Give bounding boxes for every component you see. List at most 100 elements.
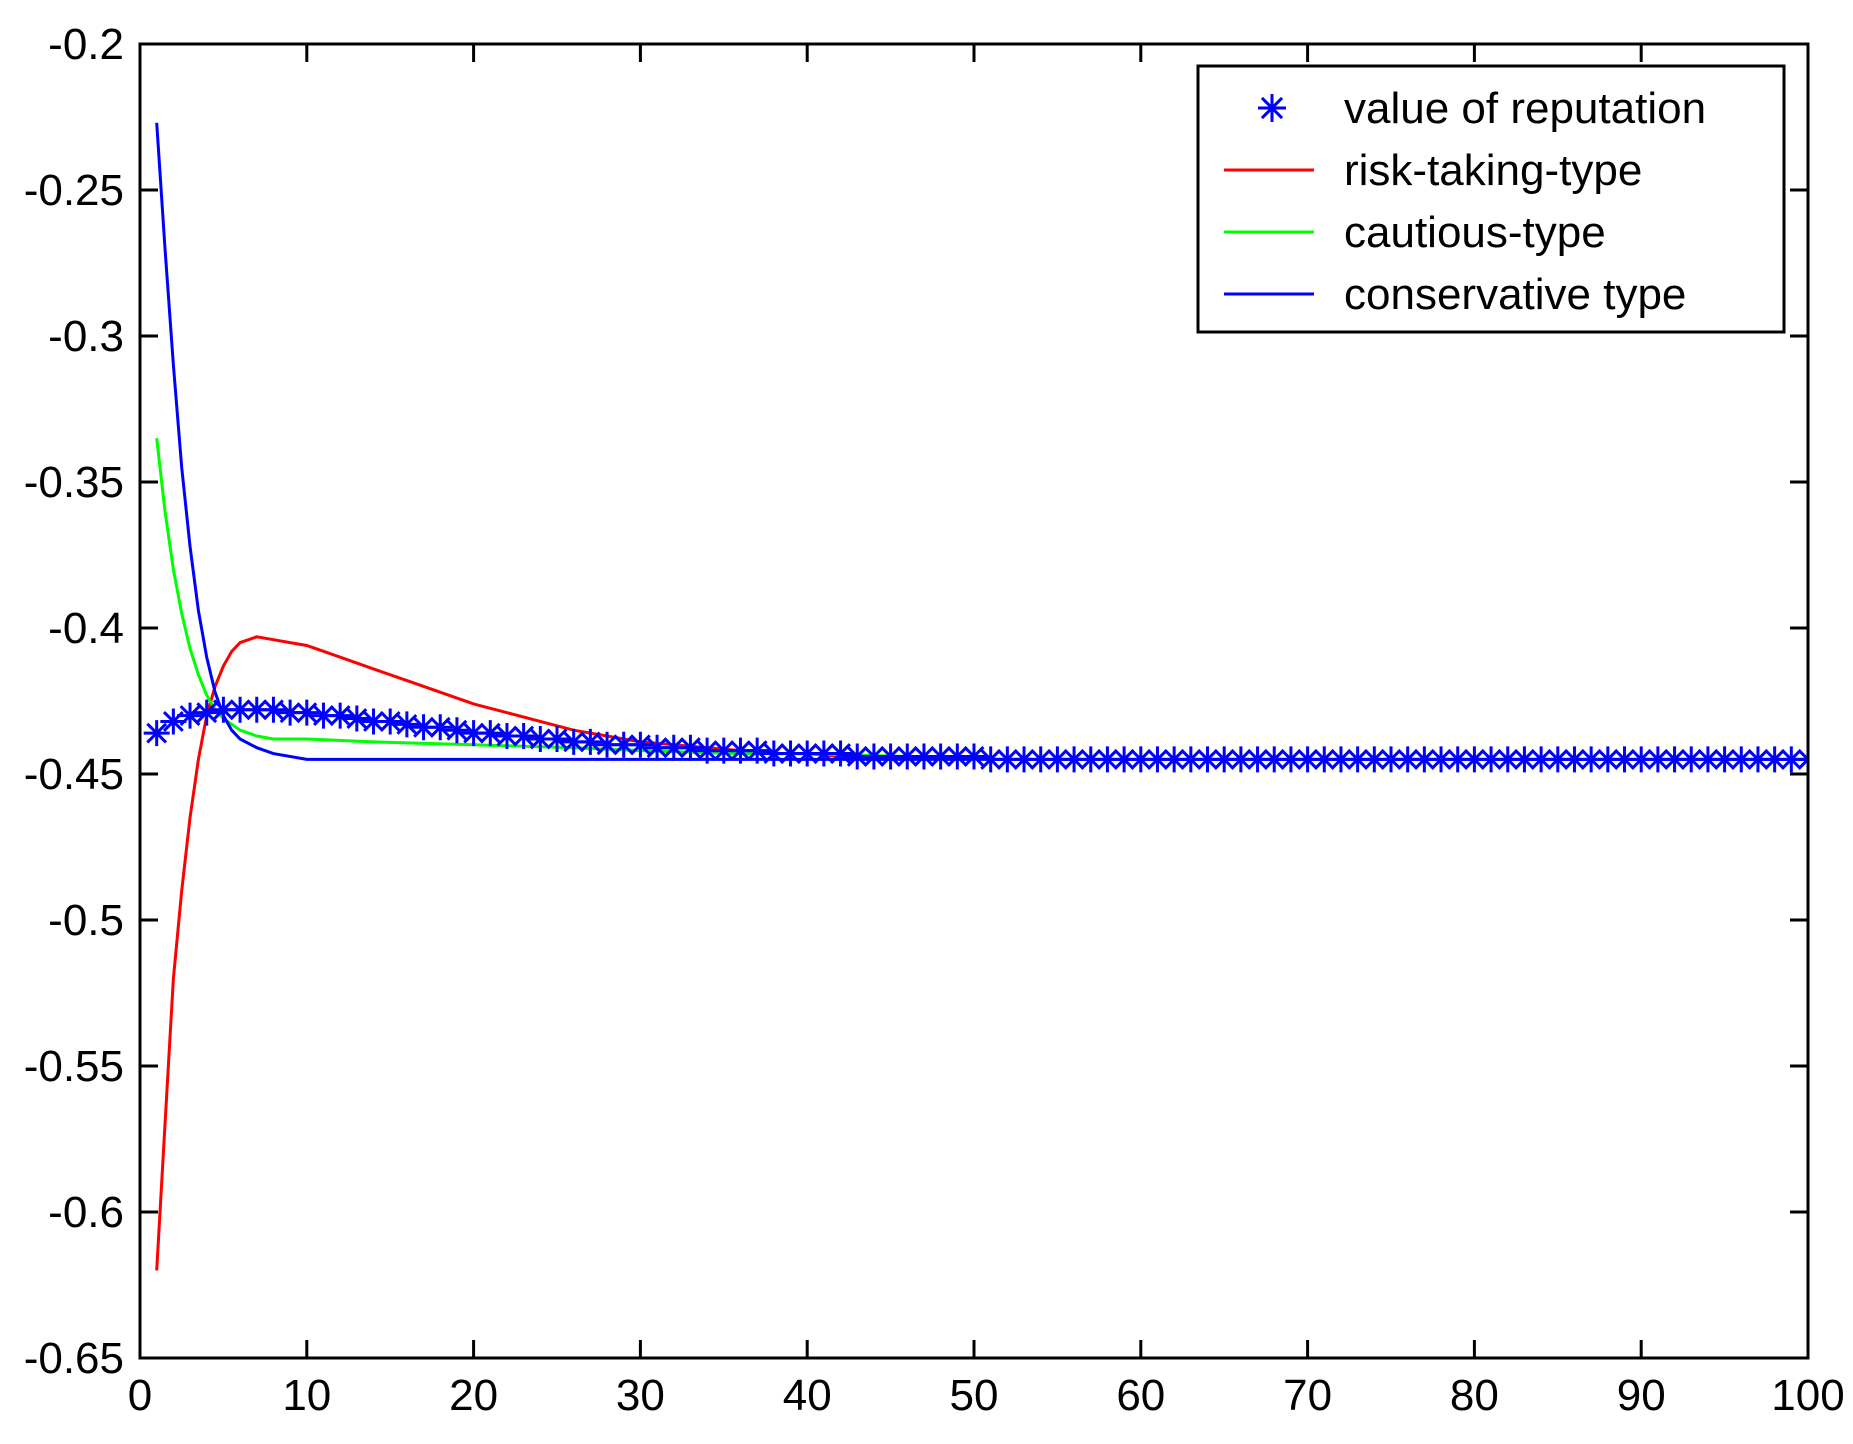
x-tick-label: 80	[1450, 1371, 1499, 1420]
y-tick-label: -0.3	[48, 312, 124, 361]
data-point	[910, 743, 937, 770]
legend: value of reputation risk-taking-type cauti…	[1196, 64, 1786, 334]
legend-label: conservative type	[1344, 270, 1686, 319]
data-point	[1528, 746, 1555, 773]
y-tick-label: -0.55	[24, 1042, 124, 1091]
data-point	[1411, 746, 1438, 773]
data-point	[1161, 746, 1188, 773]
data-point	[177, 702, 204, 729]
x-tick-label: 60	[1116, 1371, 1165, 1420]
data-point	[1594, 746, 1621, 773]
y-tick-label: -0.2	[48, 20, 124, 69]
data-point	[844, 743, 871, 770]
series-markers-value-of-reputation	[143, 696, 1808, 773]
data-point	[1327, 746, 1354, 773]
x-tick-label: 0	[128, 1371, 152, 1420]
data-point	[1778, 746, 1805, 773]
data-point	[1644, 746, 1671, 773]
data-point	[1027, 746, 1054, 773]
data-point	[1561, 746, 1588, 773]
data-point	[961, 743, 987, 770]
data-point	[510, 723, 537, 750]
data-point	[1578, 746, 1605, 773]
data-point	[427, 714, 454, 741]
data-point	[1127, 746, 1154, 773]
data-point	[1544, 746, 1571, 773]
data-point	[1077, 746, 1104, 773]
legend-entry: risk-taking-type	[1224, 146, 1642, 195]
data-point	[443, 717, 470, 744]
x-tick-label: 90	[1617, 1371, 1666, 1420]
data-point	[744, 737, 771, 764]
data-point	[460, 720, 487, 747]
data-point	[794, 740, 821, 767]
series-line-conservative-type	[155, 122, 974, 761]
data-point	[527, 725, 554, 752]
data-point	[1277, 746, 1304, 773]
x-tick-label: 10	[282, 1371, 331, 1420]
data-point	[1694, 746, 1721, 773]
data-point	[1044, 746, 1071, 773]
legend-entry: value of reputation	[1258, 84, 1706, 133]
data-point	[1211, 746, 1238, 773]
data-point	[1361, 746, 1388, 773]
data-point	[660, 734, 687, 761]
data-point	[343, 705, 370, 732]
data-point	[1244, 746, 1271, 773]
data-point	[1294, 746, 1321, 773]
legend-entry: conservative type	[1224, 270, 1686, 319]
data-point	[277, 699, 304, 726]
x-tick-label: 50	[950, 1371, 999, 1420]
data-point	[877, 743, 904, 770]
data-point	[1728, 746, 1755, 773]
data-point	[544, 725, 570, 752]
data-point	[1711, 746, 1738, 773]
data-point	[1011, 746, 1038, 773]
data-point	[1177, 746, 1204, 773]
data-point	[193, 699, 220, 726]
data-point	[627, 731, 654, 758]
data-point	[977, 746, 1004, 773]
data-point	[560, 728, 587, 755]
axes	[138, 42, 1810, 1360]
data-point	[1094, 746, 1121, 773]
data-point	[360, 708, 387, 735]
data-point	[1611, 746, 1638, 773]
y-tick-label: -0.4	[48, 604, 124, 653]
data-point	[1261, 746, 1288, 773]
legend-label: risk-taking-type	[1344, 146, 1642, 195]
data-point	[1428, 746, 1455, 773]
x-tick-label: 100	[1771, 1371, 1844, 1420]
data-point	[727, 737, 754, 764]
data-point	[1744, 746, 1771, 773]
data-point	[810, 740, 837, 767]
data-point	[760, 740, 787, 767]
data-point	[377, 708, 404, 735]
data-point	[1628, 746, 1655, 773]
x-tick-label: 20	[449, 1371, 498, 1420]
data-point	[944, 743, 971, 770]
y-tick-label: -0.6	[48, 1188, 124, 1237]
data-point	[1478, 746, 1505, 773]
data-point	[1444, 746, 1471, 773]
data-point	[410, 714, 437, 741]
legend-box	[1196, 64, 1786, 334]
y-tick-label: -0.65	[24, 1334, 124, 1383]
data-point	[1511, 746, 1538, 773]
data-point	[1111, 746, 1138, 773]
data-point	[1061, 746, 1088, 773]
data-point	[644, 734, 671, 761]
x-tick-label: 70	[1283, 1371, 1332, 1420]
data-point	[477, 720, 504, 747]
legend-marker	[1258, 94, 1286, 122]
x-tick-label: 30	[616, 1371, 665, 1420]
data-point	[1227, 746, 1254, 773]
legend-label: value of reputation	[1344, 84, 1706, 133]
data-point	[1461, 746, 1488, 773]
data-point	[160, 708, 187, 735]
y-tick-label: -0.35	[24, 458, 124, 507]
data-point	[577, 728, 604, 755]
data-point	[1394, 746, 1421, 773]
y-tick-label: -0.45	[24, 750, 124, 799]
